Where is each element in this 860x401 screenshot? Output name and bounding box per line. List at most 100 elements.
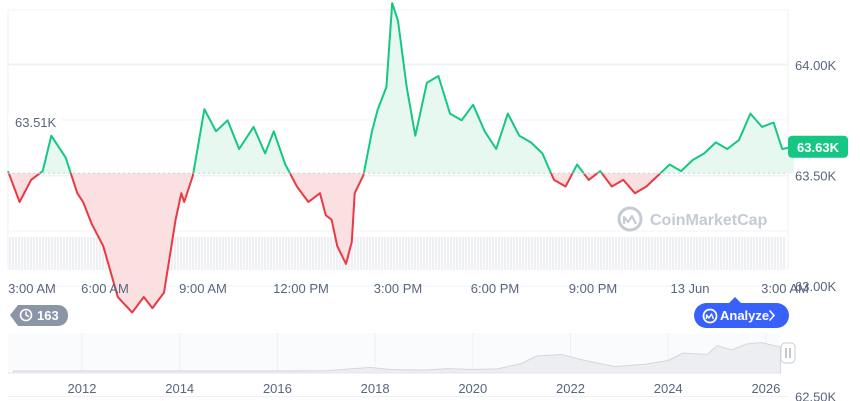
volume-bar: [321, 237, 324, 270]
volume-bar: [273, 237, 276, 270]
volume-bar: [702, 237, 705, 270]
volume-bar: [528, 237, 531, 270]
volume-bar: [180, 237, 183, 270]
volume-bar: [744, 237, 747, 270]
volume-bar: [498, 237, 501, 270]
volume-bar: [30, 237, 33, 270]
line-segment-up: [596, 170, 603, 175]
volume-bar: [213, 237, 216, 270]
volume-bar: [408, 237, 411, 270]
volume-bar: [552, 237, 555, 270]
volume-bar: [774, 237, 777, 270]
watermark: CoinMarketCap: [617, 206, 768, 232]
line-segment-down: [550, 172, 574, 188]
x-tick-label: 9:00 AM: [179, 281, 227, 296]
volume-bar: [318, 237, 321, 270]
history-badge-count: 163: [37, 308, 59, 323]
volume-bar: [609, 237, 612, 270]
volume-bar: [600, 237, 603, 270]
volume-bar: [660, 237, 663, 270]
volume-bar: [375, 237, 378, 270]
volume-bar: [195, 237, 198, 270]
volume-bar: [327, 237, 330, 270]
history-badge[interactable]: 163: [10, 305, 69, 327]
analyze-button-label: Analyze: [720, 308, 769, 323]
volume-bar: [453, 237, 456, 270]
volume-bar: [237, 237, 240, 270]
volume-bar: [645, 237, 648, 270]
volume-bar: [435, 237, 438, 270]
volume-bar: [714, 237, 717, 270]
volume-bar: [300, 237, 303, 270]
history-navigator[interactable]: [8, 333, 782, 374]
volume-bar: [312, 237, 315, 270]
volume-bar: [726, 237, 729, 270]
volume-bar: [333, 237, 336, 270]
volume-bar: [621, 237, 624, 270]
area-above-baseline: [363, 3, 552, 174]
watermark-text: CoinMarketCap: [650, 212, 768, 229]
volume-bar: [735, 237, 738, 270]
history-tick-label: 2022: [556, 381, 585, 396]
volume-bar: [447, 237, 450, 270]
volume-bar: [39, 237, 42, 270]
line-segment-up: [571, 163, 585, 174]
range-handle[interactable]: [780, 342, 796, 364]
volume-bar: [747, 237, 750, 270]
volume-bar: [432, 237, 435, 270]
volume-bar: [519, 237, 522, 270]
y-tick-label: 62.50K: [795, 390, 837, 401]
volume-bar: [732, 237, 735, 270]
line-segment-down: [289, 172, 365, 265]
current-price-tag: 63.63K: [788, 135, 848, 158]
volume-bar: [756, 237, 759, 270]
volume-bar: [783, 237, 786, 270]
volume-bar: [567, 237, 570, 270]
volume-bar: [189, 237, 192, 270]
volume-bar: [45, 237, 48, 270]
volume-bar: [354, 237, 357, 270]
volume-bar: [633, 237, 636, 270]
x-tick-label: 3:00 PM: [374, 281, 422, 296]
volume-bar: [12, 237, 15, 270]
volume-bar: [426, 237, 429, 270]
volume-bar: [762, 237, 765, 270]
volume-bar: [261, 237, 264, 270]
volume-bar: [186, 237, 189, 270]
volume-bar: [513, 237, 516, 270]
volume-bar: [690, 237, 693, 270]
volume-bar: [711, 237, 714, 270]
volume-bar: [75, 237, 78, 270]
volume-bar: [258, 237, 261, 270]
volume-bar: [663, 237, 666, 270]
volume-bar: [741, 237, 744, 270]
volume-bar: [750, 237, 753, 270]
volume-bar: [570, 237, 573, 270]
volume-bar: [297, 237, 300, 270]
area-below-baseline: [290, 173, 364, 264]
volume-bar: [468, 237, 471, 270]
volume-bar: [87, 237, 90, 270]
volume-bar: [537, 237, 540, 270]
volume-bar: [267, 237, 270, 270]
x-tick-label: 9:00 PM: [569, 281, 617, 296]
volume-bar: [183, 237, 186, 270]
analyze-button[interactable]: Analyze: [694, 297, 789, 328]
x-tick-label: 3:00 AM: [8, 281, 56, 296]
volume-bar: [675, 237, 678, 270]
area-below-baseline: [70, 173, 194, 313]
volume-bar: [249, 237, 252, 270]
volume-bar: [483, 237, 486, 270]
volume-bar: [624, 237, 627, 270]
volume-bar: [330, 237, 333, 270]
volume-bar: [90, 237, 93, 270]
volume-bar: [579, 237, 582, 270]
volume-bar: [66, 237, 69, 270]
volume-bar: [753, 237, 756, 270]
volume-bar: [18, 237, 21, 270]
volume-bar: [102, 237, 105, 270]
volume-bar: [639, 237, 642, 270]
line-segment-down: [601, 172, 661, 195]
volume-bar: [372, 237, 375, 270]
